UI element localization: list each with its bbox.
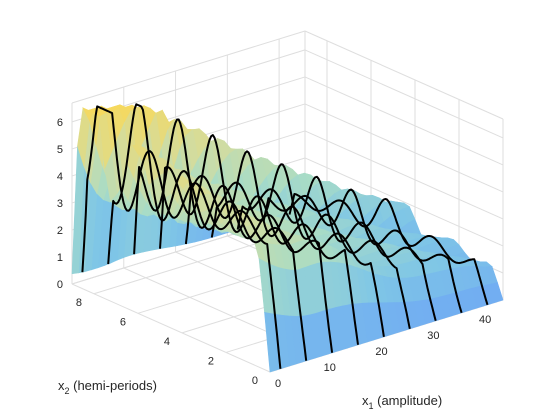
z-tick-label: 1 [57,252,63,264]
box-edge [71,30,306,104]
x-tick-label: 0 [275,378,281,390]
z-tick-label: 4 [57,171,63,183]
profile-line [184,150,385,337]
x-tick-label: 20 [375,346,387,358]
profile-line [288,193,489,306]
y-tick-label: 8 [76,297,82,309]
x-tick-label: 40 [479,314,491,326]
y-axis-label: x2 (hemi-periods) [58,378,157,396]
grid-line-z [304,76,504,166]
z-tick-label: 6 [57,117,63,129]
grid-line-z [304,130,504,220]
profile-line [262,188,463,314]
x-tick-label: 10 [324,362,336,374]
surface-mesh [71,104,504,373]
x-axis-label: x1 (amplitude) [362,393,442,411]
y-tick-label: 2 [208,355,214,367]
profile-line [236,175,437,322]
profile-line [81,105,282,369]
box-edge [304,30,504,120]
x-tick-label: 30 [427,330,439,342]
y-tick-label: 0 [252,375,258,387]
surface-patch [264,312,277,373]
contour-lines [81,103,489,369]
grid-line-z [304,157,504,247]
grid-line-z [304,49,504,139]
tick-labels: 0 10 20 30 40 0 2 4 6 8 0 1 2 3 4 5 6 [57,117,491,390]
z-tick-label: 0 [57,279,63,291]
grid-line-x-floor [71,283,271,373]
z-tick-label: 3 [57,198,63,210]
y-tick-label: 4 [164,336,170,348]
grid-line-z [304,103,504,193]
profile-line [210,163,411,329]
y-tick-label: 6 [120,316,126,328]
z-tick-label: 2 [57,225,63,237]
z-tick-label: 5 [57,144,63,156]
